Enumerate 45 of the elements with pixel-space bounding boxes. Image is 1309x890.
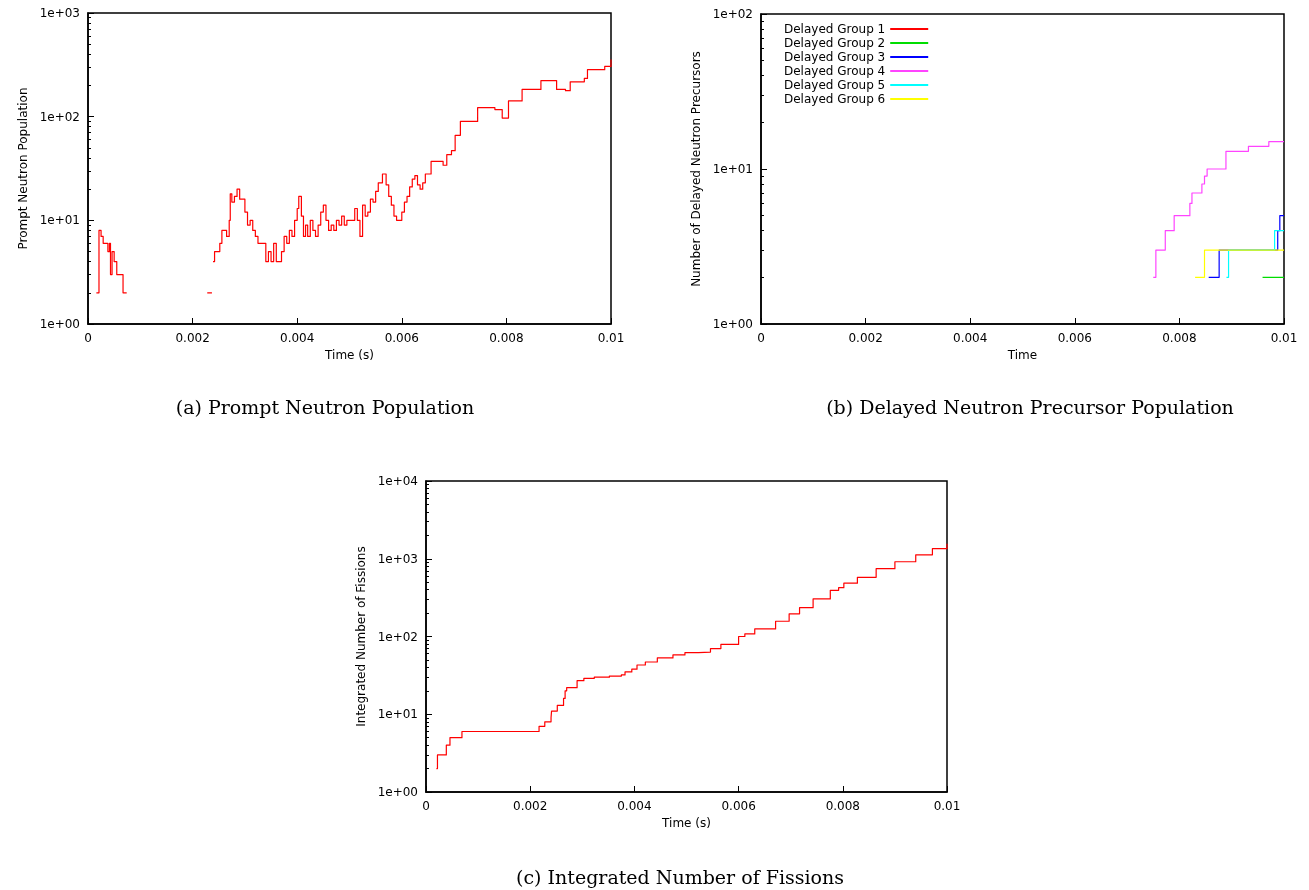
x-tick-label: 0 [757,331,765,345]
x-tick-label: 0.006 [721,799,756,813]
x-tick-label: 0.01 [1270,331,1298,345]
y-tick-label: 1e+01 [712,162,753,176]
x-tick-label: 0.004 [617,799,652,813]
x-tick-label: 0.006 [1057,331,1092,345]
y-tick-label: 1e+03 [39,6,80,20]
legend-label: Delayed Group 6 [783,92,886,106]
legend-label: Delayed Group 5 [783,78,886,92]
x-tick-label: 0.01 [597,331,625,345]
legend-label: Delayed Group 2 [783,36,886,50]
y-tick-label: 1e+01 [377,707,418,722]
x-axis-title: Time [1006,347,1038,362]
text: (c) Integrated Number of Fissions [516,865,844,888]
legend-label: Delayed Group 1 [783,22,886,36]
x-tick-label: 0.006 [384,331,419,345]
y-tick-label: 1e+00 [39,317,80,331]
x-tick-label: 0.002 [513,799,548,813]
x-tick-label: 0 [84,331,92,345]
text: (a) Prompt Neutron Population [175,395,475,418]
y-tick-label: 1e+03 [377,551,418,566]
y-tick-label: 1e+00 [377,785,418,799]
x-tick-label: 0.008 [1162,331,1197,345]
x-tick-label: 0.002 [175,331,210,345]
x-tick-label: 0.008 [825,799,860,813]
y-axis-title: Number of Delayed Neutron Precursors [688,51,703,287]
y-tick-label: 1e+01 [39,213,80,228]
y-tick-label: 1e+02 [377,629,418,644]
text: (b) Delayed Neutron Precursor Population [826,395,1234,418]
x-tick-label: 0.01 [933,799,961,813]
x-tick-label: 0.004 [280,331,315,345]
legend-label: Delayed Group 4 [783,64,886,78]
x-tick-label: 0.008 [489,331,524,345]
x-axis-title: Time (s) [324,347,374,362]
x-axis-title: Time (s) [661,815,711,830]
x-tick-label: 0.004 [953,331,988,345]
x-tick-label: 0 [422,799,430,813]
y-axis-title: Integrated Number of Fissions [353,546,368,727]
y-tick-label: 1e+02 [39,109,80,124]
legend-label: Delayed Group 3 [783,50,886,64]
y-tick-label: 1e+00 [712,317,753,331]
x-tick-label: 0.002 [848,331,883,345]
y-tick-label: 1e+02 [712,7,753,21]
y-tick-label: 1e+04 [377,474,418,488]
y-axis-title: Prompt Neutron Population [15,87,30,250]
